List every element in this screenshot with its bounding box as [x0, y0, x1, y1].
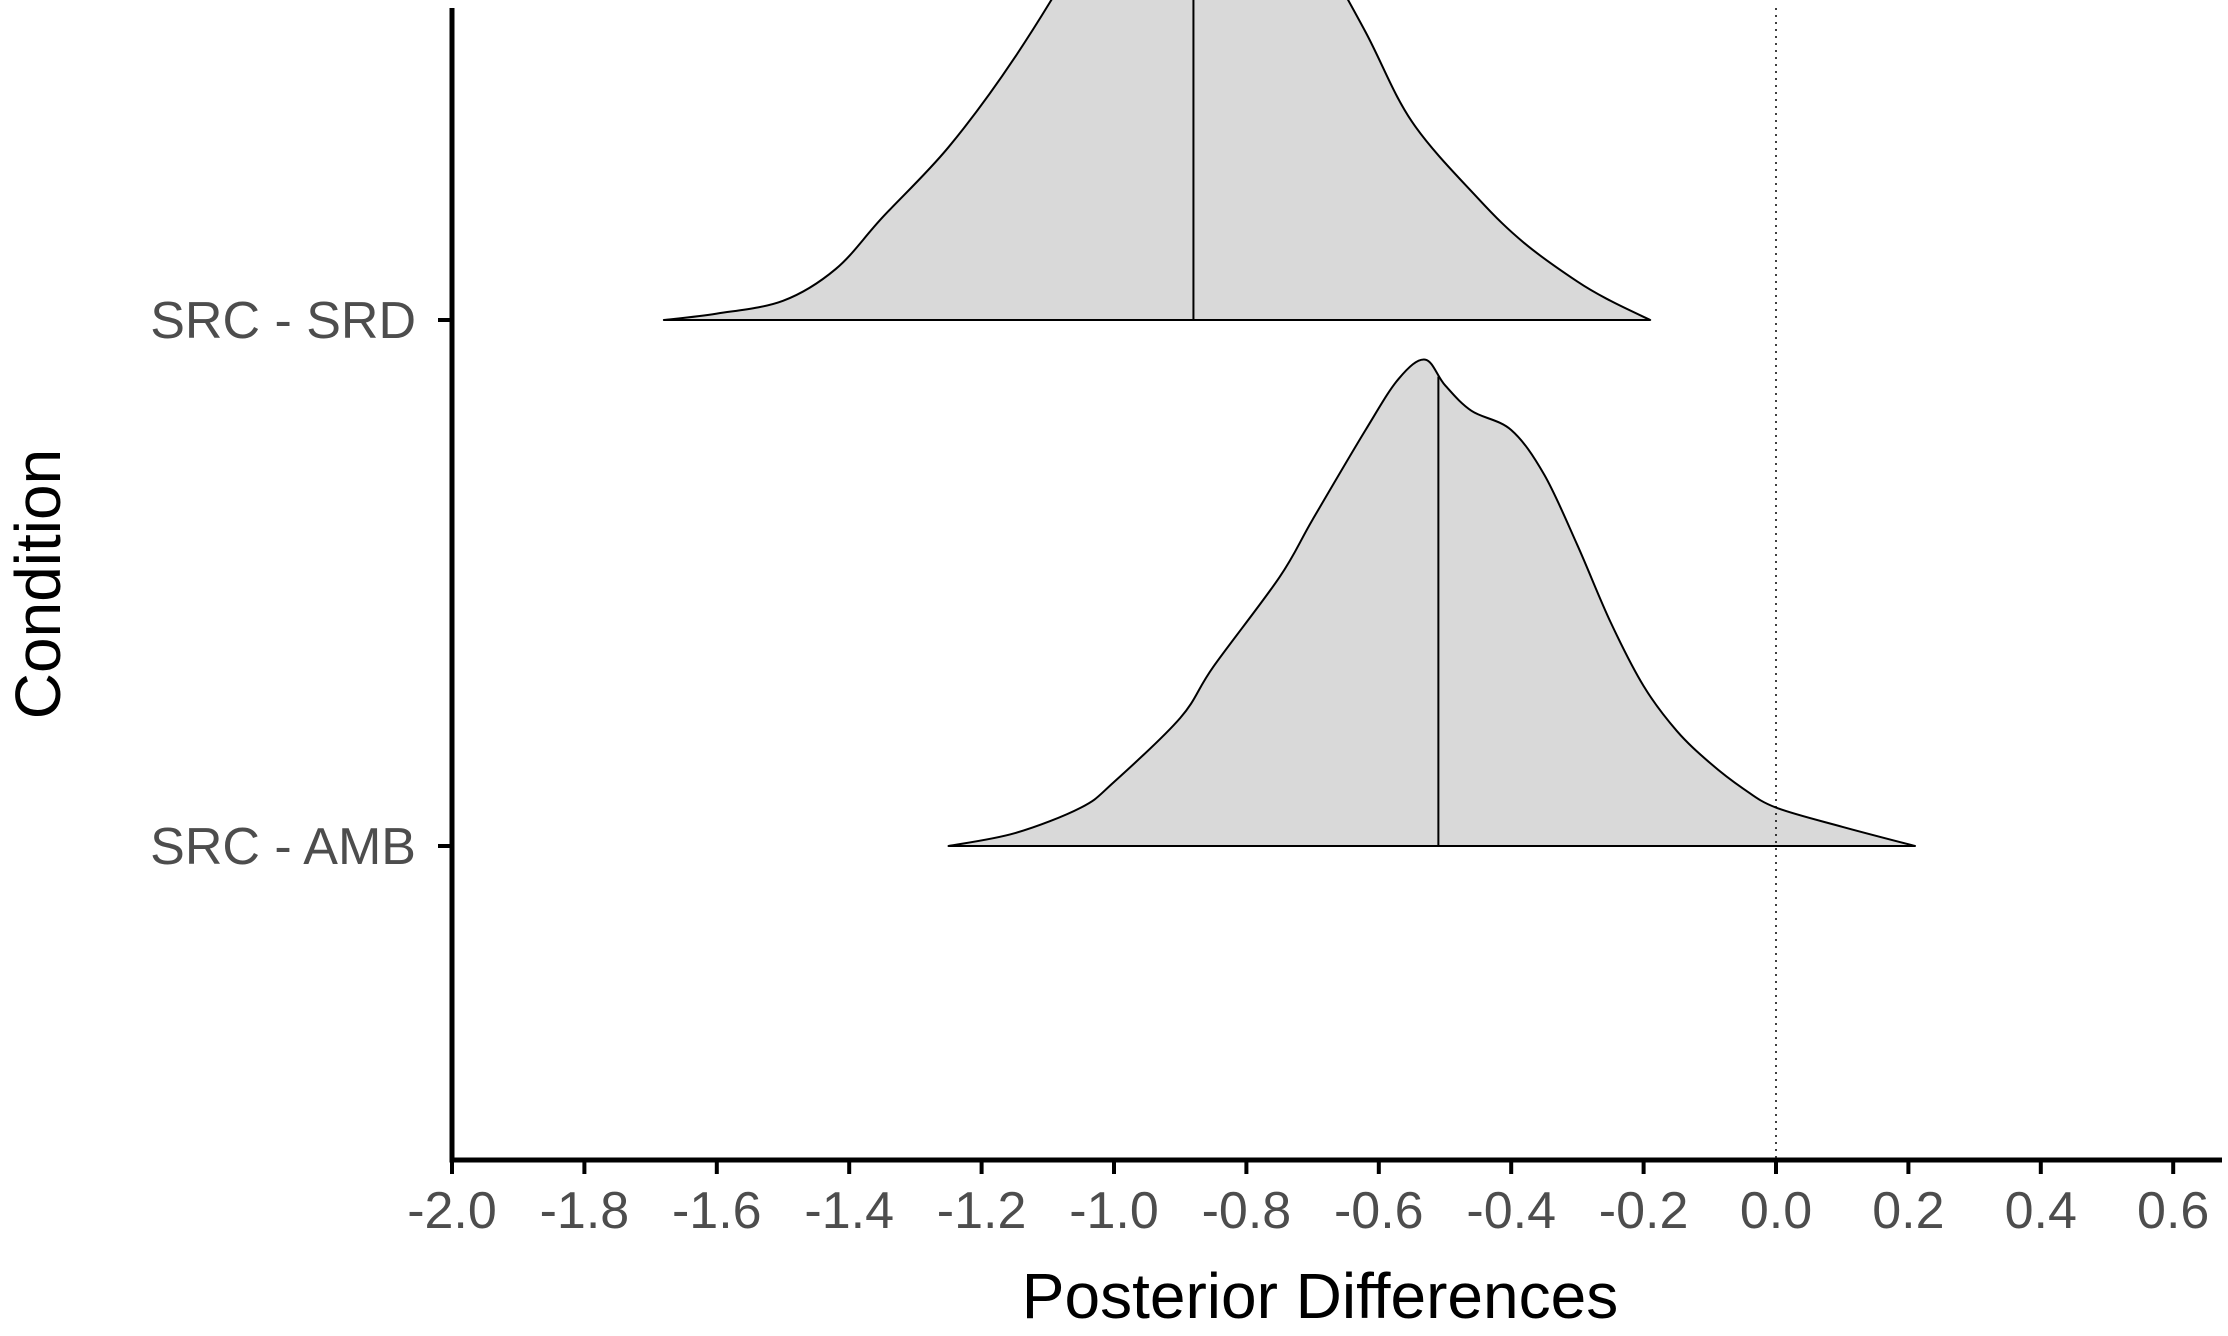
x-tick-label: -2.0 [407, 1182, 497, 1240]
x-tick-label: -1.6 [672, 1182, 762, 1240]
y-tick-label: SRC - AMB [150, 818, 416, 876]
x-tick-label: 0.0 [1740, 1182, 1812, 1240]
y-tick-label: SRC - SRD [150, 292, 416, 350]
density-ridge-2 [947, 358, 1917, 847]
x-tick-label: 0.6 [2137, 1182, 2209, 1240]
x-tick-label: -1.4 [804, 1182, 894, 1240]
y-axis-ticks: SRC - SRD SRC - AMB [150, 292, 452, 876]
x-tick-label: -1.2 [937, 1182, 1027, 1240]
density-ridge-1 [662, 0, 1652, 321]
x-tick-label: -0.6 [1334, 1182, 1424, 1240]
x-tick-label: 0.2 [1872, 1182, 1944, 1240]
x-tick-label: -1.0 [1069, 1182, 1159, 1240]
y-axis-title: Condition [2, 449, 74, 719]
x-tick-label: -1.8 [540, 1182, 630, 1240]
x-axis-title: Posterior Differences [1022, 1260, 1618, 1332]
x-tick-label: -0.4 [1466, 1182, 1556, 1240]
x-tick-label: -0.8 [1202, 1182, 1292, 1240]
x-axis-ticks: -2.0 -1.8 -1.6 -1.4 -1.2 -1.0 -0.8 -0.6 -0.4 -0.2… [407, 1160, 2209, 1240]
ridge-layer [662, 0, 1917, 847]
median-layer [1192, 0, 1440, 846]
x-tick-label: -0.2 [1599, 1182, 1689, 1240]
x-tick-label: 0.4 [2005, 1182, 2077, 1240]
